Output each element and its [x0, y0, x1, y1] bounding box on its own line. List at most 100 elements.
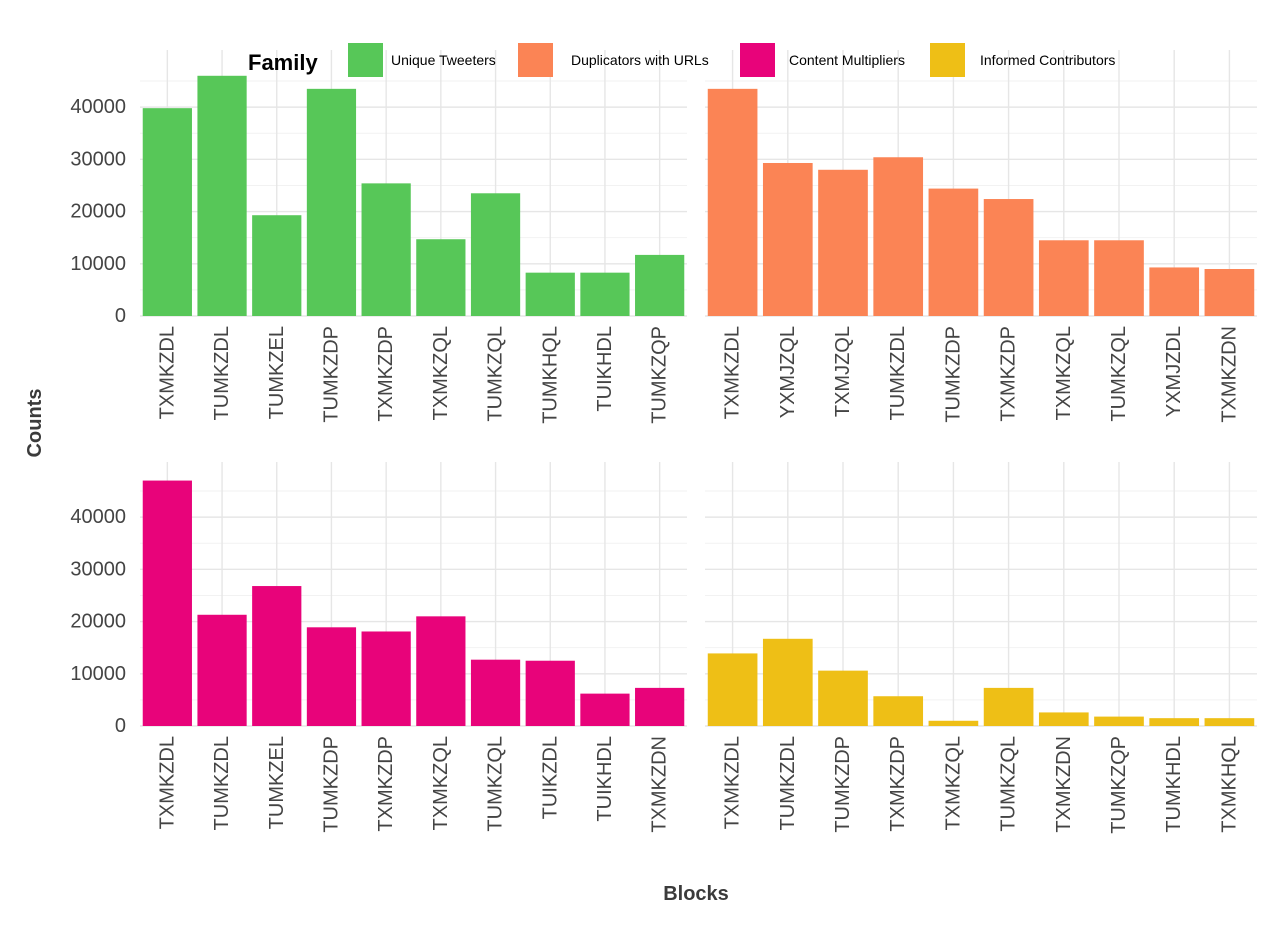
x-tick-label: TUMKZQL — [485, 326, 507, 422]
bar-txmkzql — [416, 616, 466, 726]
x-tick-label: TXMKZDP — [375, 326, 397, 422]
legend-title: Family — [248, 50, 318, 75]
y-tick-label: 10000 — [70, 663, 126, 685]
x-tick-label: TUMKZDL — [211, 736, 233, 830]
legend-label: Content Multipliers — [789, 52, 905, 68]
bar-txmkzdl — [142, 480, 192, 726]
x-tick-label: TUMKZDP — [320, 736, 342, 833]
x-tick-label: TUMKZQL — [998, 736, 1020, 832]
bar-tumkzel — [252, 215, 302, 316]
bar-tumkzqp — [635, 254, 685, 316]
legend-key-4 — [930, 43, 965, 77]
x-tick-label: TUIKZDL — [539, 736, 561, 819]
bar-txmkzdp — [983, 199, 1034, 316]
bar-txmkzdn — [1204, 269, 1255, 316]
x-tick-label: TXMKZDL — [156, 326, 178, 419]
bar-tumkzdp — [306, 88, 357, 316]
x-tick-label: TXMKZDN — [1218, 326, 1240, 423]
bar-tumkzdp — [928, 188, 979, 316]
x-tick-label: TUIKHDL — [594, 326, 616, 412]
bar-tumkzql — [983, 687, 1034, 726]
x-tick-label: TXMKZQL — [430, 326, 452, 420]
x-tick-label: TUMKZDL — [211, 326, 233, 420]
y-tick-label: 0 — [115, 715, 126, 737]
x-tick-label: YXMJZDL — [1163, 326, 1185, 417]
bar-txmkzdn — [1038, 712, 1089, 726]
x-tick-label: TXMKHQL — [1218, 736, 1240, 833]
x-tick-label: TXMKZDL — [722, 736, 744, 829]
y-tick-label: 20000 — [70, 611, 126, 633]
bar-tumkzql — [470, 193, 521, 316]
bar-txmkhql — [1204, 718, 1255, 726]
y-tick-label: 0 — [115, 305, 126, 327]
y-tick-label: 20000 — [70, 201, 126, 223]
bar-tumkzdp — [306, 627, 357, 726]
bar-tumkhql — [525, 272, 575, 316]
x-tick-label: TXMKZDN — [649, 736, 671, 833]
legend-label: Unique Tweeters — [391, 52, 496, 68]
x-tick-label: TUMKZDP — [320, 326, 342, 423]
bar-txmkzql — [416, 239, 466, 316]
x-tick-label: TUMKZQL — [1108, 326, 1130, 422]
y-tick-label: 10000 — [70, 253, 126, 275]
bar-txmkzdl — [142, 108, 192, 316]
x-tick-label: TUMKZDL — [887, 326, 909, 420]
x-tick-label: TUMKHDL — [1163, 736, 1185, 833]
bar-tumkzdl — [762, 638, 813, 726]
bar-txmkzdn — [635, 687, 685, 726]
x-tick-label: TUMKZEL — [266, 326, 288, 419]
x-tick-label: TXMKZQL — [1053, 326, 1075, 420]
x-tick-label: TXMKZQL — [430, 736, 452, 830]
x-tick-label: TXMKZDN — [1053, 736, 1075, 833]
x-tick-label: YXMJZQL — [777, 326, 799, 418]
x-tick-label: TXMKZQL — [942, 736, 964, 830]
x-tick-label: TUMKZQP — [1108, 736, 1130, 834]
bar-tumkzdl — [197, 614, 247, 726]
x-tick-label: TXMKZDL — [156, 736, 178, 829]
x-tick-label: TXMJZQL — [832, 326, 854, 417]
bar-tumkzdl — [197, 75, 247, 317]
x-tick-label: TUMKZQL — [485, 736, 507, 832]
bar-tuikhdl — [580, 693, 630, 726]
bar-tumkzdp — [818, 670, 868, 726]
bar-tumkzqp — [1094, 716, 1144, 726]
x-tick-label: TXMKZDP — [998, 326, 1020, 422]
tick-labels-layer: TXMKZDL TUMKZDL TUMKZEL TUMKZDP TXMKZDP TXMKZ… — [70, 96, 1240, 834]
legend: Family Unique Tweeters Duplicators with U… — [248, 43, 1115, 77]
x-tick-label: TUMKHQL — [539, 326, 561, 424]
legend-key-2 — [518, 43, 553, 77]
y-tick-label: 30000 — [70, 148, 126, 170]
x-tick-label: TXMKZDP — [375, 736, 397, 832]
y-axis-title: Counts — [24, 389, 46, 458]
y-tick-label: 40000 — [70, 96, 126, 118]
bar-txmkzdp — [361, 631, 411, 726]
bar-tuikhdl — [580, 272, 630, 316]
bar-tuikzdl — [525, 660, 575, 726]
bar-yxmjzdl — [1149, 267, 1200, 316]
legend-key-1 — [348, 43, 383, 77]
bar-tumkzql — [1094, 240, 1144, 316]
legend-label: Informed Contributors — [980, 52, 1115, 68]
x-tick-label: TUMKZQP — [649, 326, 671, 424]
x-tick-label: TUMKZDP — [942, 326, 964, 423]
bar-tumkzel — [252, 586, 302, 726]
bar-txmkzdl — [707, 88, 758, 316]
x-tick-label: TUMKZDL — [777, 736, 799, 830]
legend-label: Duplicators with URLs — [571, 52, 709, 68]
bar-txmjzql — [818, 169, 868, 316]
bar-txmkzql — [1038, 240, 1089, 316]
bar-tumkzql — [470, 659, 521, 726]
bar-txmkzdp — [361, 183, 411, 316]
x-tick-label: TUMKZEL — [266, 736, 288, 829]
bar-txmkzdl — [707, 653, 758, 726]
bar-yxmjzql — [762, 162, 813, 316]
y-tick-label: 40000 — [70, 506, 126, 528]
bar-txmkzdp — [873, 696, 924, 726]
x-tick-label: TUMKZDP — [832, 736, 854, 833]
bar-tumkzdl — [873, 157, 924, 316]
bar-txmkzql — [928, 720, 979, 726]
legend-key-3 — [740, 43, 775, 77]
bars-layer — [142, 75, 1255, 726]
